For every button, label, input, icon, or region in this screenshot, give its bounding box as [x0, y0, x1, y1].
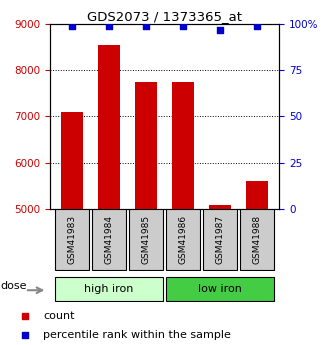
Text: high iron: high iron: [84, 284, 134, 294]
Title: GDS2073 / 1373365_at: GDS2073 / 1373365_at: [87, 10, 242, 23]
Point: [255, 23, 260, 29]
Bar: [92, 209, 126, 270]
Bar: [129, 209, 163, 270]
Text: low iron: low iron: [198, 284, 242, 294]
Bar: [98, 45, 120, 209]
Point: [22, 332, 28, 338]
Bar: [55, 277, 163, 301]
Bar: [61, 112, 83, 209]
Text: GSM41986: GSM41986: [178, 215, 187, 264]
Text: GSM41984: GSM41984: [104, 215, 114, 264]
Bar: [209, 205, 231, 209]
Text: count: count: [43, 311, 75, 321]
Bar: [166, 277, 274, 301]
Bar: [172, 82, 194, 209]
Text: GSM41988: GSM41988: [253, 215, 262, 264]
Point: [143, 23, 149, 29]
Point: [217, 27, 222, 32]
Text: GSM41985: GSM41985: [142, 215, 151, 264]
Text: GSM41983: GSM41983: [67, 215, 76, 264]
Text: GSM41987: GSM41987: [215, 215, 225, 264]
Bar: [203, 209, 237, 270]
Bar: [135, 82, 157, 209]
Bar: [246, 181, 268, 209]
Point: [180, 23, 186, 29]
Text: percentile rank within the sample: percentile rank within the sample: [43, 330, 231, 340]
Bar: [240, 209, 274, 270]
Point: [22, 313, 28, 319]
Text: dose: dose: [0, 282, 27, 291]
Point: [69, 23, 74, 29]
Bar: [55, 209, 89, 270]
Bar: [166, 209, 200, 270]
Point: [107, 23, 112, 29]
